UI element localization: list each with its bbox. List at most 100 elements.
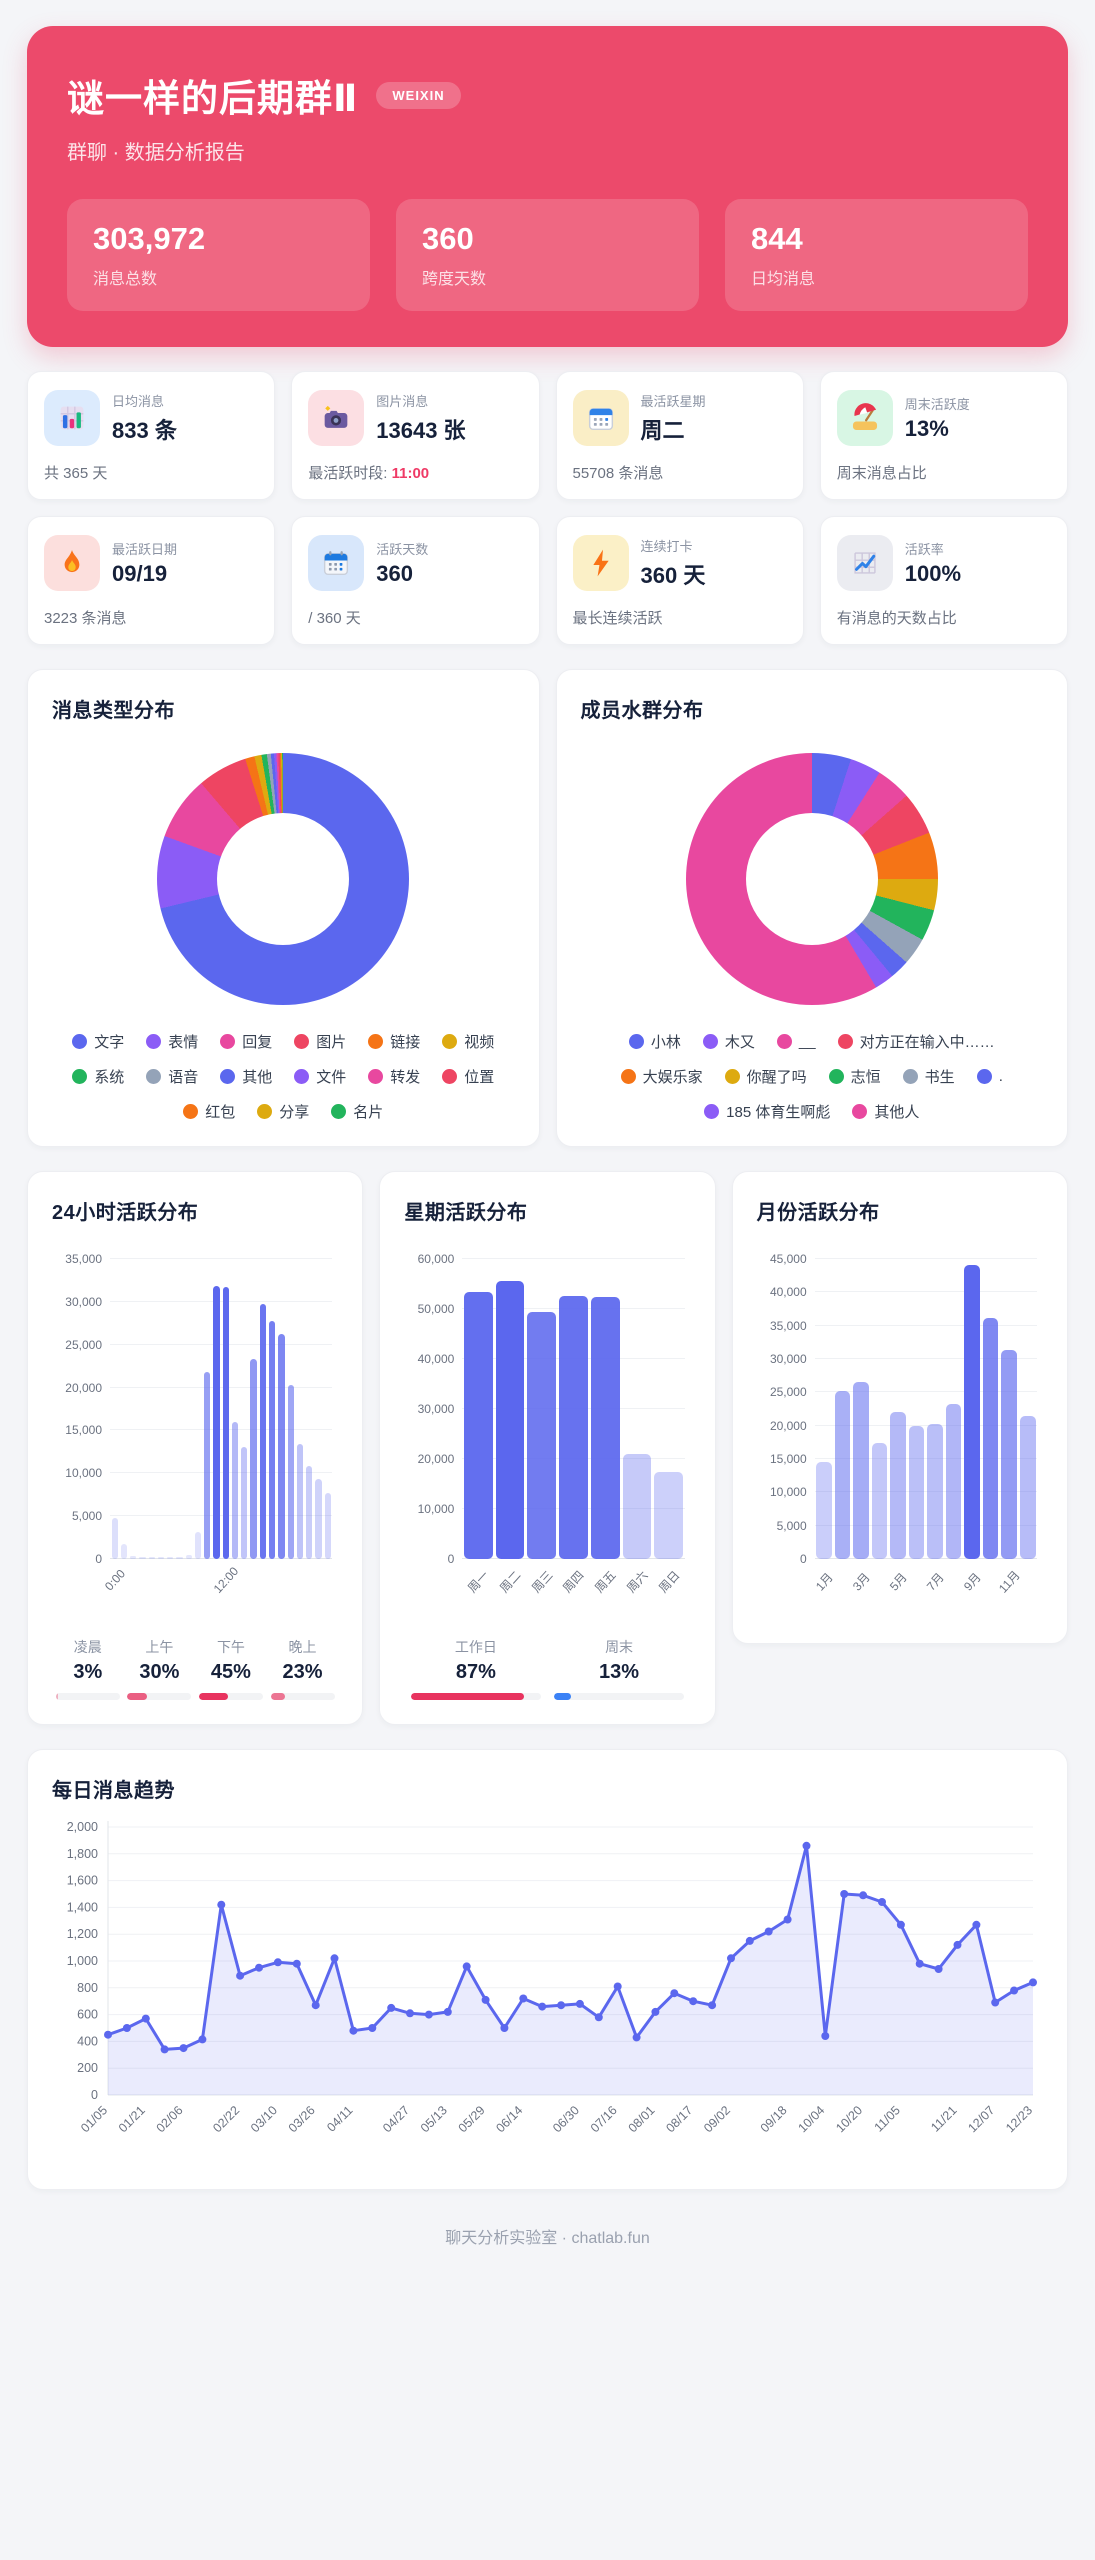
report-subtitle: 群聊 · 数据分析报告 xyxy=(67,142,245,164)
weekly-bar-chart: 0 10,000 20,000 30,000 40,000 50,000 60,000 周一周… xyxy=(404,1252,690,1619)
stat-card-label: 最活跃星期 xyxy=(640,394,706,409)
bar-slot xyxy=(212,1259,221,1559)
bar-slot xyxy=(621,1259,653,1559)
legend-label: 红包 xyxy=(205,1104,236,1121)
bar-slot xyxy=(963,1259,982,1559)
bar-slot xyxy=(268,1259,277,1559)
bar-17:00 xyxy=(269,1320,276,1559)
x-axis-tick-label: 周日 xyxy=(655,1568,683,1596)
hero-stat-1: 360 跨度天数 xyxy=(396,199,699,311)
x-axis-tick-label: 12:00 xyxy=(210,1564,242,1596)
data-point xyxy=(632,2033,641,2042)
stat-card-footer: 有消息的天数占比 xyxy=(836,610,957,627)
y-axis-tick-label: 35,000 xyxy=(769,1318,807,1333)
stat-card-value: 360 xyxy=(376,561,413,586)
gridline xyxy=(814,1491,1037,1493)
bar-周一 xyxy=(463,1291,493,1559)
message-type-legend: 文字 表情 回复 图片 链接 视频 系统 语音 其他 文件 转发 位置 红包 分享 名片 xyxy=(63,1031,503,1122)
bar-周三 xyxy=(527,1311,557,1559)
mini-progress-fill xyxy=(270,1693,286,1700)
bars-group xyxy=(815,1259,1037,1559)
gridline xyxy=(814,1424,1037,1426)
gridline xyxy=(814,1458,1037,1459)
stat-card-label: 日均消息 xyxy=(112,394,165,409)
legend-dot xyxy=(442,1034,458,1049)
bar-slot xyxy=(944,1259,963,1559)
legend-dot xyxy=(837,1034,853,1049)
y-axis-tick-label: 10,000 xyxy=(65,1466,102,1481)
bar-8:00 xyxy=(185,1554,192,1559)
legend-item: 系统 xyxy=(72,1066,124,1087)
x-axis-tick-label: 周六 xyxy=(624,1568,651,1596)
bar-slot xyxy=(147,1259,156,1559)
stat-card-value: 09/19 xyxy=(112,561,168,586)
x-axis-tick-label: 02/22 xyxy=(210,2103,242,2135)
stat-card-top: 最活跃星期 周二 xyxy=(572,390,787,446)
y-axis-tick-label: 800 xyxy=(77,1981,98,1995)
bar-13:00 xyxy=(231,1421,239,1559)
y-axis-tick-label: 15,000 xyxy=(769,1452,807,1466)
mini-stat-凌晨: 凌晨 3% xyxy=(55,1637,120,1700)
stat-card-0: 日均消息 833 条共 365 天 xyxy=(27,371,276,500)
stat-card-text: 最活跃星期 周二 xyxy=(641,391,706,445)
stat-card-top: 活跃率 100% xyxy=(836,535,1051,591)
bar-chart-section: 24小时活跃分布 0 5,000 10,000 15,000 20,000 25,000 3… xyxy=(27,1171,1068,1725)
y-axis-tick-label: 20,000 xyxy=(769,1418,807,1433)
bar-1:00 xyxy=(120,1544,128,1559)
data-point xyxy=(500,2024,509,2032)
data-point xyxy=(1029,1978,1037,1987)
calendar-icon xyxy=(572,390,629,446)
bar-周五 xyxy=(590,1296,620,1559)
legend-item: 对方正在输入中…… xyxy=(837,1031,995,1052)
legend-label: 转发 xyxy=(390,1069,421,1086)
data-point xyxy=(255,1963,263,1972)
legend-dot xyxy=(702,1034,718,1049)
donut-hole xyxy=(745,813,878,945)
bar-21:00 xyxy=(306,1466,313,1559)
hero-stat-label: 日均消息 xyxy=(751,271,816,288)
x-axis-tick-label: 07/16 xyxy=(588,2103,620,2135)
legend-dot xyxy=(220,1034,236,1049)
bar-6月 xyxy=(908,1426,925,1559)
bar-3月 xyxy=(853,1382,869,1559)
trend-icon xyxy=(836,535,893,591)
x-axis-tick-label: 06/14 xyxy=(493,2103,525,2135)
x-axis-tick-label: 09/02 xyxy=(701,2103,733,2135)
y-axis-tick-label: 30,000 xyxy=(417,1402,455,1416)
y-axis-tick-label: 40,000 xyxy=(769,1285,807,1300)
legend-item: 文件 xyxy=(294,1066,346,1087)
y-axis-tick-label: 25,000 xyxy=(65,1337,102,1352)
x-axis-tick-label: 周四 xyxy=(560,1568,588,1596)
legend-dot xyxy=(976,1069,992,1084)
bar-slot xyxy=(1000,1259,1019,1559)
stat-card-7: 活跃率 100% 有消息的天数占比 xyxy=(819,516,1068,645)
hourly-card: 24小时活跃分布 0 5,000 10,000 15,000 20,000 25,000 3… xyxy=(27,1171,364,1725)
bar-slot xyxy=(907,1259,926,1559)
message-type-card: 消息类型分布 文字 表情 回复 图片 链接 视频 系统 语音 其他 文件 转发 位置 红包 分享 名片 xyxy=(27,669,540,1147)
mini-stat-label: 上午 xyxy=(145,1639,174,1655)
mini-progress-track xyxy=(554,1693,685,1700)
message-type-donut-chart xyxy=(157,753,410,1005)
legend-dot xyxy=(72,1069,88,1084)
stat-card-footer: / 360 天 xyxy=(308,610,361,627)
x-axis-tick-label: 10/20 xyxy=(833,2103,865,2135)
member-distribution-card: 成员水群分布 小林 木又 __ 对方正在输入中…… 大娱乐家 你醒了吗 志恒 书生. 185 体… xyxy=(555,669,1068,1147)
bar-12月 xyxy=(1020,1416,1036,1559)
legend-item: 小林 xyxy=(628,1031,681,1052)
y-axis-tick-label: 50,000 xyxy=(417,1302,455,1316)
data-point xyxy=(538,2002,547,2011)
x-axis-tick-label: 10/04 xyxy=(795,2103,827,2135)
x-axis-tick-label: 02/06 xyxy=(154,2103,186,2135)
data-point xyxy=(745,1936,754,1945)
bar-14:00 xyxy=(241,1446,248,1559)
data-point xyxy=(387,2003,396,2012)
bar-slot xyxy=(926,1259,945,1559)
lightning-icon xyxy=(572,535,629,591)
legend-label: 文字 xyxy=(94,1034,125,1051)
gridline xyxy=(814,1358,1037,1359)
legend-dot xyxy=(183,1104,199,1119)
legend-dot xyxy=(368,1069,384,1084)
bar-slot xyxy=(258,1259,267,1559)
camera-icon xyxy=(308,390,365,446)
legend-item: 大娱乐家 xyxy=(620,1066,703,1087)
